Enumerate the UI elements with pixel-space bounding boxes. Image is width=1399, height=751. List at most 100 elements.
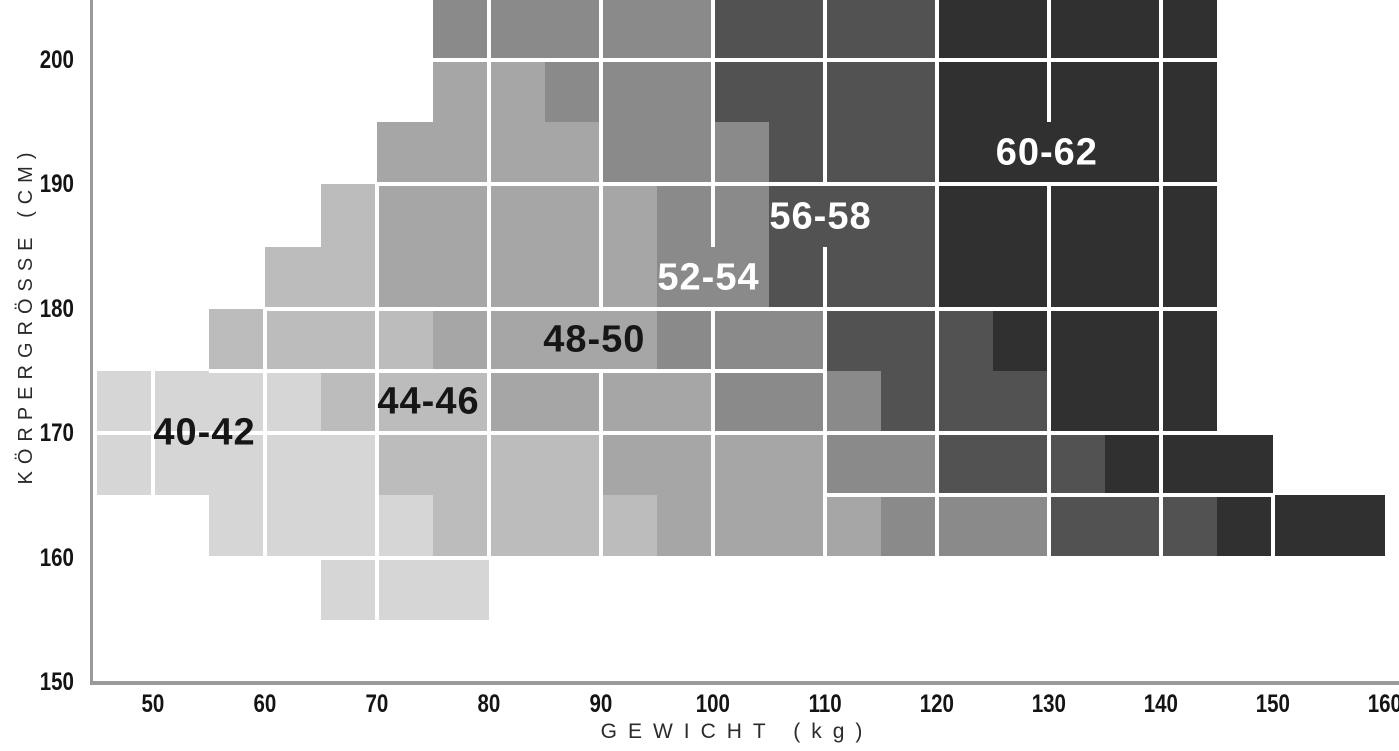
size-cell [769, 246, 937, 309]
size-cell [657, 246, 769, 309]
v-gridline [935, 371, 939, 434]
v-gridline [1271, 495, 1275, 558]
v-gridline [935, 60, 939, 123]
x-tick-label: 130 [1009, 690, 1089, 719]
v-gridline [487, 0, 491, 60]
v-gridline [487, 371, 491, 434]
size-band-label: 60-62 [995, 131, 1098, 174]
v-gridline [1159, 60, 1163, 123]
size-cell [321, 371, 489, 434]
size-cell [433, 308, 657, 371]
size-cell [433, 495, 657, 558]
v-gridline [935, 184, 939, 247]
y-tick-label: 190 [0, 170, 78, 199]
v-gridline [823, 0, 827, 60]
size-cell [713, 371, 881, 434]
v-gridline [151, 433, 155, 496]
x-tick-label: 50 [113, 690, 193, 719]
v-gridline [487, 308, 491, 371]
v-gridline [375, 371, 379, 434]
h-gridline [209, 369, 825, 373]
size-cell [321, 557, 489, 620]
x-tick-text: 80 [477, 690, 501, 718]
x-tick-text: 140 [1143, 690, 1179, 718]
size-band-label: 40-42 [153, 411, 256, 454]
x-tick-text: 150 [1255, 690, 1291, 718]
v-gridline [487, 246, 491, 309]
size-cell [881, 371, 1049, 434]
v-gridline [935, 433, 939, 496]
v-gridline [935, 308, 939, 371]
v-gridline [823, 308, 827, 371]
size-cell [1049, 495, 1217, 558]
size-cell [209, 495, 433, 558]
v-gridline [935, 495, 939, 558]
x-tick-label: 140 [1121, 690, 1201, 719]
x-tick-label: 100 [673, 690, 753, 719]
size-band-label: 48-50 [543, 318, 646, 361]
v-gridline [1159, 0, 1163, 60]
v-gridline [263, 495, 267, 558]
size-cell [937, 184, 1217, 247]
size-cell [1049, 371, 1217, 434]
v-gridline [599, 122, 603, 185]
h-gridline [97, 431, 1273, 436]
size-cell [545, 60, 713, 123]
v-gridline [375, 557, 379, 620]
v-gridline [599, 433, 603, 496]
v-gridline [823, 246, 827, 309]
v-gridline [1047, 308, 1051, 371]
x-tick-text: 130 [1031, 690, 1067, 718]
v-gridline [823, 371, 827, 434]
x-tick-label: 90 [561, 690, 641, 719]
size-band-label: 56-58 [769, 195, 872, 238]
v-gridline [263, 371, 267, 434]
v-gridline [599, 60, 603, 123]
v-gridline [711, 308, 715, 371]
x-tick-label: 80 [449, 690, 529, 719]
h-gridline [265, 306, 1217, 311]
y-tick-text: 150 [40, 668, 75, 696]
size-cell [321, 184, 377, 247]
v-gridline [935, 0, 939, 60]
size-cell [433, 0, 713, 60]
size-cell [657, 495, 881, 558]
size-cell [209, 308, 433, 371]
v-gridline [599, 0, 603, 60]
v-gridline [1159, 371, 1163, 434]
size-cell [265, 246, 377, 309]
size-cell [769, 122, 937, 185]
x-tick-label: 60 [225, 690, 305, 719]
size-cell [769, 184, 937, 247]
v-gridline [1159, 122, 1163, 185]
y-axis-line [90, 0, 93, 684]
size-cell [937, 433, 1105, 496]
v-gridline [823, 495, 827, 558]
y-tick-text: 180 [40, 294, 75, 323]
v-gridline [487, 495, 491, 558]
v-gridline [711, 0, 715, 60]
v-gridline [823, 122, 827, 185]
v-gridline [263, 433, 267, 496]
x-tick-text: 120 [919, 690, 955, 718]
v-gridline [487, 433, 491, 496]
v-gridline [1047, 0, 1051, 60]
v-gridline [935, 122, 939, 185]
y-tick-text: 170 [40, 419, 75, 448]
x-tick-label: 120 [897, 690, 977, 719]
v-gridline [711, 495, 715, 558]
size-cell [937, 60, 1217, 123]
v-gridline [151, 371, 155, 434]
x-tick-label: 110 [785, 690, 865, 719]
x-axis-line [90, 681, 1399, 685]
y-axis-title: KÖRPERGRÖSSE (CM) [15, 145, 37, 485]
v-gridline [375, 308, 379, 371]
v-gridline [599, 371, 603, 434]
v-gridline [1159, 184, 1163, 247]
v-gridline [711, 60, 715, 123]
h-gridline [209, 555, 1385, 560]
size-cell [377, 184, 657, 247]
v-gridline [935, 246, 939, 309]
x-tick-label: 160 [1345, 690, 1399, 719]
v-gridline [711, 433, 715, 496]
